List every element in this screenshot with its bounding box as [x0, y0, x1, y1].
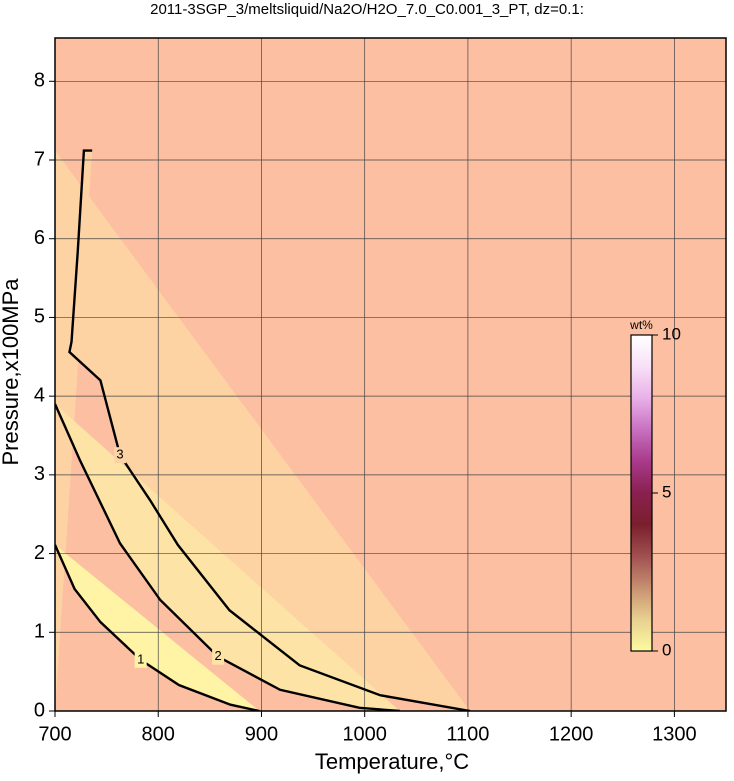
contour-label: 2 — [214, 648, 221, 663]
x-tick-label: 1200 — [549, 723, 594, 745]
colorbar-tick-label: 0 — [662, 640, 671, 659]
y-tick-label: 0 — [34, 699, 45, 721]
contour-fill — [55, 544, 260, 711]
y-tick-label: 4 — [34, 384, 45, 406]
y-tick-label: 2 — [34, 542, 45, 564]
colorbar-scale — [630, 334, 653, 652]
contour-fill — [55, 150, 470, 711]
x-tick-label: 1000 — [342, 723, 387, 745]
y-tick-label: 8 — [34, 70, 45, 92]
x-axis-label: Temperature,°C — [315, 749, 469, 774]
x-tick-label: 700 — [38, 723, 71, 745]
contour-line — [55, 403, 400, 711]
chart-title: 2011-3SGP_3/meltsliquid/Na2O/H2O_7.0_C0.… — [150, 1, 584, 18]
contour-label: 1 — [137, 651, 144, 666]
x-tick-label: 800 — [142, 723, 175, 745]
contour-label-bg — [114, 447, 127, 464]
colorbar-tick-label: 10 — [662, 324, 681, 343]
plot-frame — [54, 37, 727, 712]
y-axis-label: Pressure,x100MPa — [0, 278, 23, 466]
colorbar-tick-label: 5 — [662, 482, 671, 501]
contour-fill — [55, 404, 400, 711]
x-tick-label: 1100 — [446, 723, 489, 745]
x-tick-label: 1300 — [652, 723, 697, 745]
y-tick-label: 1 — [34, 621, 45, 643]
y-tick-label: 5 — [34, 306, 45, 328]
y-tick-label: 6 — [34, 227, 45, 249]
colorbar: wt% 0 5 10 — [629, 318, 681, 659]
y-tick-label: 7 — [34, 148, 45, 170]
y-tick-label: 3 — [34, 463, 45, 485]
contour-label-bg — [212, 648, 225, 665]
x-tick-label: 900 — [245, 723, 278, 745]
contour-label-bg — [134, 651, 147, 668]
plot-area: 3 2 1 — [55, 38, 726, 711]
colorbar-label: wt% — [629, 318, 653, 332]
contour-label: 3 — [116, 447, 123, 462]
